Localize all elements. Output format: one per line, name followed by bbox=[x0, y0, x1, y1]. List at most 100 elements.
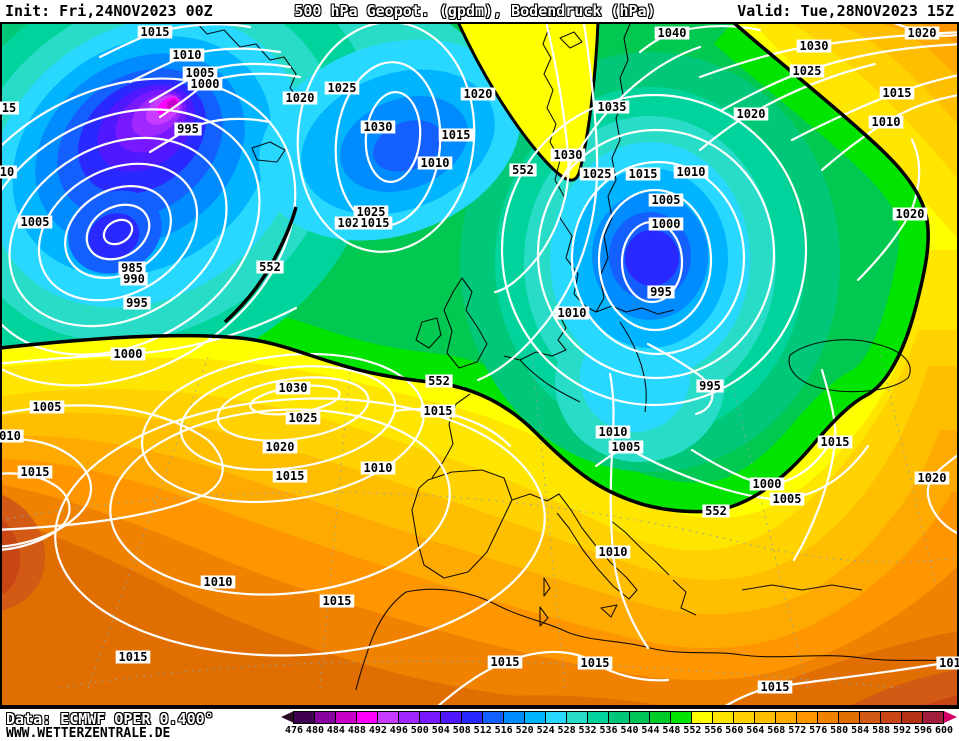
legend-tick-label: 592 bbox=[893, 725, 912, 736]
legend-color-box bbox=[880, 711, 903, 724]
isobar-label: 1015 bbox=[438, 128, 474, 142]
color-scale-tick-labels: 476 480 484 488 492 496 500 504 508 512 516 520 524 5… bbox=[281, 724, 957, 738]
svg-text:1015: 1015 bbox=[276, 469, 305, 483]
svg-text:1000: 1000 bbox=[114, 347, 143, 361]
isobar-label: 1025 bbox=[579, 167, 615, 181]
isobar-label: 1020 bbox=[904, 26, 940, 40]
svg-text:552: 552 bbox=[512, 163, 534, 177]
legend-color-box bbox=[293, 711, 315, 724]
legend-tick-label: 536 bbox=[599, 725, 618, 736]
isobar-label: 1010 bbox=[360, 461, 396, 475]
isobar-label: 1000 bbox=[110, 347, 146, 361]
svg-text:1020: 1020 bbox=[266, 440, 295, 454]
isobar-label: 1015 bbox=[272, 469, 308, 483]
isobar-label: 1015 bbox=[137, 25, 173, 39]
legend-tick-label: 512 bbox=[473, 725, 492, 736]
weather-map: 1015 1010 1005 1000 995 15 10 1005 985 990 995 1020… bbox=[0, 22, 959, 709]
isobar-label: 101 bbox=[936, 656, 959, 670]
legend-tick-label: 544 bbox=[641, 725, 660, 736]
legend-tick-label: 576 bbox=[809, 725, 828, 736]
svg-text:1010: 1010 bbox=[558, 306, 587, 320]
isobar-label: 1025 bbox=[285, 411, 321, 425]
legend-tick-label: 520 bbox=[515, 725, 534, 736]
legend-color-box bbox=[775, 711, 798, 724]
map-frame bbox=[0, 22, 959, 709]
svg-text:1005: 1005 bbox=[186, 66, 215, 80]
map-footer: Data: ECMWF OPER 0.400° WWW.WETTERZENTRA… bbox=[0, 709, 959, 741]
isobar-label: 1000 bbox=[187, 77, 223, 91]
legend-right-arrow-icon bbox=[944, 711, 957, 723]
legend-tick-label: 508 bbox=[452, 725, 471, 736]
isobar-label: 1020 bbox=[282, 91, 318, 105]
isobar-label: 1025 bbox=[789, 64, 825, 78]
legend-tick-label: 500 bbox=[410, 725, 429, 736]
legend-color-box bbox=[817, 711, 840, 724]
isobar-label: 1015 bbox=[487, 655, 523, 669]
isobar-label: 1025 bbox=[353, 205, 389, 219]
legend-color-box bbox=[733, 711, 756, 724]
svg-text:552: 552 bbox=[705, 504, 727, 518]
legend-color-box bbox=[754, 711, 777, 724]
isobar-label: 1040 bbox=[654, 26, 690, 40]
svg-text:1025: 1025 bbox=[357, 205, 386, 219]
map-header: Init: Fri,24NOV2023 00Z 500 hPa Geopot. … bbox=[0, 0, 959, 22]
isobar-label: 1020 bbox=[262, 440, 298, 454]
svg-text:1010: 1010 bbox=[599, 545, 628, 559]
svg-text:1020: 1020 bbox=[896, 207, 925, 221]
isobar-label: 1035 bbox=[594, 100, 630, 114]
isobar-label: 1015 bbox=[17, 465, 53, 479]
legend-color-box bbox=[439, 711, 462, 724]
isobar-label: 1020 bbox=[733, 107, 769, 121]
isobar-label: 995 bbox=[647, 285, 675, 299]
svg-text:990: 990 bbox=[123, 272, 145, 286]
svg-text:1030: 1030 bbox=[554, 148, 583, 162]
svg-text:10: 10 bbox=[0, 165, 14, 179]
isobar-label: 1010 bbox=[868, 115, 904, 129]
isobar-label: 1030 bbox=[360, 120, 396, 134]
isobar-label: 1010 bbox=[595, 425, 631, 439]
svg-text:1005: 1005 bbox=[21, 215, 50, 229]
svg-text:995: 995 bbox=[699, 379, 721, 393]
isobar-label: 010 bbox=[0, 429, 24, 443]
svg-text:15: 15 bbox=[2, 101, 16, 115]
isobar-label: 1010 bbox=[595, 545, 631, 559]
legend-color-box bbox=[712, 711, 735, 724]
isobar-label: 1030 bbox=[796, 39, 832, 53]
map-value-labels: 1015101010051000995151010059859909951020… bbox=[0, 25, 959, 694]
isobar-label: 1005 bbox=[17, 215, 53, 229]
isobar-label: 1030 bbox=[550, 148, 586, 162]
isobar-label: 1000 bbox=[749, 477, 785, 491]
svg-text:1025: 1025 bbox=[583, 167, 612, 181]
legend-tick-label: 572 bbox=[788, 725, 807, 736]
legend-color-box bbox=[376, 711, 399, 724]
legend-tick-label: 596 bbox=[914, 725, 933, 736]
legend-tick-label: 476 bbox=[284, 725, 304, 736]
isobar-label: 1020 bbox=[460, 87, 496, 101]
isobar-label: 1015 bbox=[625, 167, 661, 181]
svg-text:1030: 1030 bbox=[364, 120, 393, 134]
svg-text:1025: 1025 bbox=[289, 411, 318, 425]
svg-text:1015: 1015 bbox=[323, 594, 352, 608]
svg-text:1015: 1015 bbox=[491, 655, 520, 669]
geopotential-contour-label: 552 bbox=[256, 260, 284, 274]
svg-text:1010: 1010 bbox=[599, 425, 628, 439]
legend-tick-label: 516 bbox=[494, 725, 513, 736]
svg-text:1000: 1000 bbox=[652, 217, 681, 231]
legend-tick-label: 496 bbox=[389, 725, 408, 736]
legend-color-box bbox=[796, 711, 819, 724]
svg-text:1010: 1010 bbox=[204, 575, 233, 589]
svg-text:1025: 1025 bbox=[328, 81, 357, 95]
legend-tick-label: 588 bbox=[872, 725, 891, 736]
isobar-label: 1015 bbox=[577, 656, 613, 670]
website-label: WWW.WETTERZENTRALE.DE bbox=[6, 726, 171, 741]
legend-left-arrow-icon bbox=[281, 711, 294, 723]
isobar-label: 1000 bbox=[648, 217, 684, 231]
legend-color-box bbox=[901, 711, 924, 724]
legend-color-box bbox=[502, 711, 525, 724]
color-scale-legend: 476 480 484 488 492 496 500 504 508 512 516 520 524 5… bbox=[281, 711, 957, 739]
svg-text:1020: 1020 bbox=[464, 87, 493, 101]
svg-text:1005: 1005 bbox=[612, 440, 641, 454]
svg-text:995: 995 bbox=[650, 285, 672, 299]
svg-text:552: 552 bbox=[259, 260, 281, 274]
legend-tick-label: 524 bbox=[536, 725, 555, 736]
